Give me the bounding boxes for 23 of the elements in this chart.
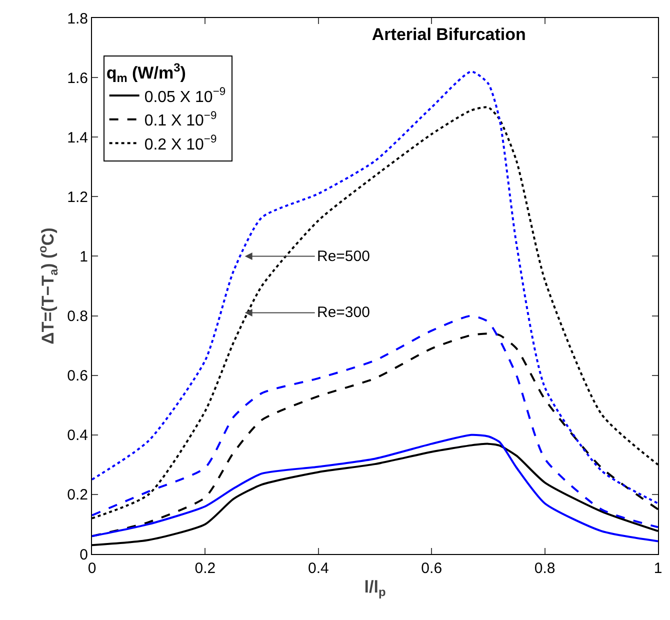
y-tick-label: 0 <box>80 546 88 564</box>
y-tick-label: 1.2 <box>67 188 88 206</box>
y-tick-label: 1.8 <box>67 10 88 28</box>
x-tick-label: 0.6 <box>421 560 442 577</box>
y-tick-label: 0.4 <box>67 427 88 444</box>
annotation: Re=300 <box>317 304 370 321</box>
y-tick-label: 0.8 <box>67 308 88 326</box>
x-axis-title: l/l$_{p}$ <box>364 577 386 599</box>
x-tick-label: 0.4 <box>308 560 329 577</box>
y-tick-label: 1.6 <box>67 70 88 87</box>
x-tick-label: 0.2 <box>194 560 216 577</box>
legend-title: q$_{m}$ (W/m$^{3}$) <box>106 60 186 86</box>
legend-label: 0.2 X 10$^{−9}$ <box>144 134 217 154</box>
y-tick-label: 1 <box>80 248 88 266</box>
y-tick-label: 0.2 <box>67 486 88 504</box>
x-tick-label: 1 <box>654 560 662 577</box>
legend-label: 0.1 X 10$^{−9}$ <box>144 110 217 130</box>
x-tick-label: 0.8 <box>534 560 556 577</box>
chart-title: Arterial Bifurcation <box>372 24 526 44</box>
y-tick-label: 0.6 <box>67 368 88 385</box>
legend-label: 0.05 X 10$^{−9}$ <box>144 86 226 106</box>
y-tick-label: 1.4 <box>67 129 88 146</box>
annotation: Re=500 <box>317 248 370 265</box>
